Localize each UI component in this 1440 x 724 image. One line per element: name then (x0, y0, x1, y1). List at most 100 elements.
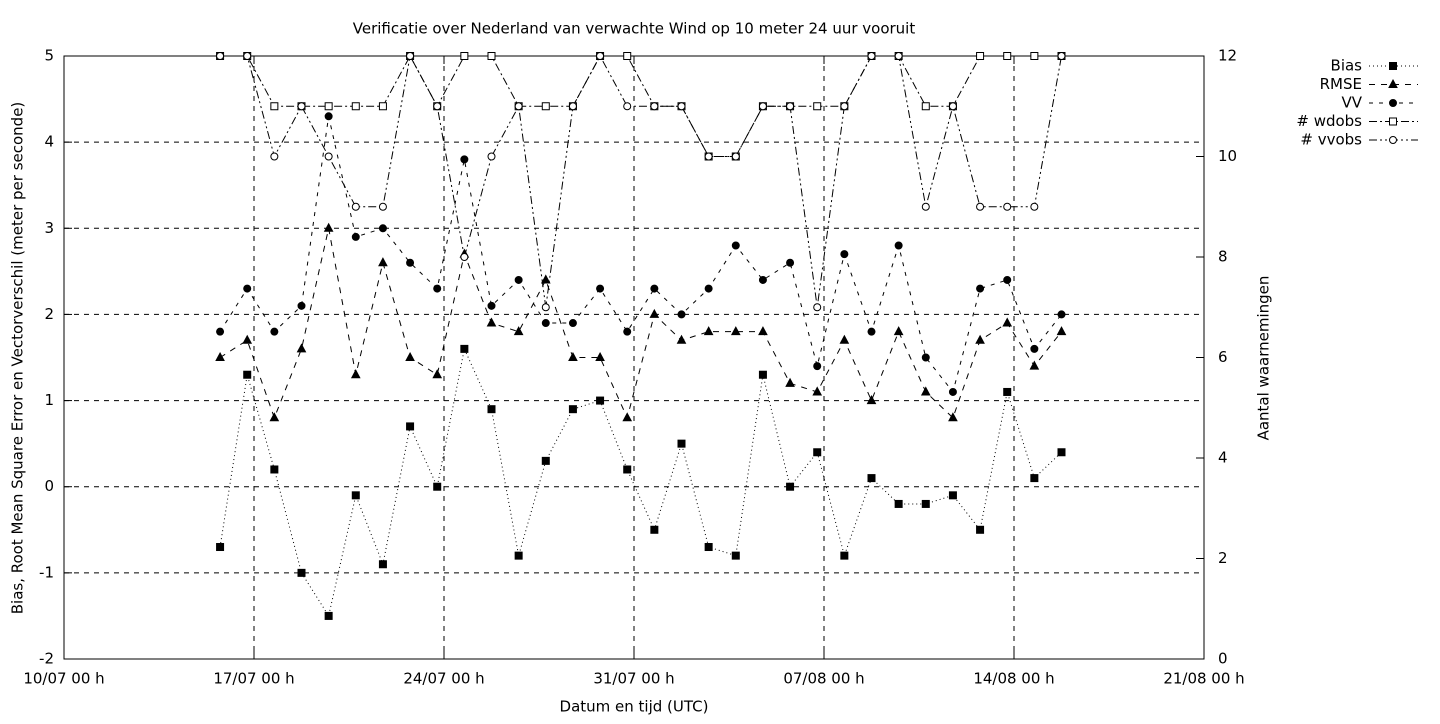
x-tick-label: 21/08 00 h (1163, 670, 1244, 688)
marker (1030, 344, 1039, 353)
legend-marker (1389, 136, 1397, 144)
marker (270, 152, 279, 161)
marker (677, 310, 686, 319)
marker (487, 405, 496, 414)
legend-marker (1389, 62, 1397, 70)
marker (1057, 52, 1066, 60)
y-tick-label: -1 (39, 563, 54, 581)
marker (920, 386, 931, 396)
marker (893, 326, 904, 336)
y-tick-label: -2 (39, 650, 54, 668)
marker (541, 303, 550, 312)
marker (378, 202, 387, 211)
marker (405, 351, 415, 361)
marker (976, 525, 985, 534)
marker (704, 284, 713, 293)
marker (976, 202, 985, 211)
marker (541, 102, 550, 111)
marker (378, 257, 388, 267)
marker (704, 543, 713, 552)
marker (297, 102, 306, 111)
marker (270, 327, 279, 336)
marker (351, 202, 360, 211)
marker (432, 369, 443, 379)
marker (323, 222, 334, 232)
y2-tick-label: 0 (1218, 650, 1228, 668)
marker (541, 319, 550, 328)
legend-marker (1388, 78, 1398, 88)
marker (1003, 275, 1012, 284)
marker (948, 491, 957, 500)
marker (894, 499, 903, 508)
marker (540, 274, 551, 284)
marker (813, 303, 822, 312)
legend-label: VV (1341, 94, 1362, 112)
marker (270, 102, 279, 111)
marker (812, 386, 823, 396)
y2-axis-label: Aantal waarnemingen (1255, 276, 1273, 441)
marker (460, 344, 469, 353)
marker (731, 241, 740, 250)
legend-label: Bias (1331, 57, 1363, 75)
marker (324, 112, 333, 121)
y2-tick-label: 8 (1218, 248, 1228, 266)
marker (867, 52, 876, 60)
marker (460, 155, 469, 164)
x-tick-label: 17/07 00 h (213, 670, 294, 688)
plot-border (63, 55, 1205, 660)
legend-marker (1389, 99, 1397, 107)
y-tick-label: 0 (44, 477, 54, 495)
marker (350, 369, 361, 379)
marker (1030, 474, 1039, 483)
marker (623, 52, 632, 60)
marker (758, 326, 768, 336)
marker (269, 412, 280, 422)
marker (324, 152, 333, 161)
marker (1056, 326, 1067, 336)
marker (840, 102, 849, 111)
y2-tick-label: 2 (1218, 549, 1228, 567)
marker (622, 412, 633, 422)
y-tick-label: 5 (44, 47, 54, 65)
marker (406, 258, 415, 267)
marker (704, 152, 713, 161)
marker (351, 232, 360, 241)
y2-tick-label: 10 (1218, 147, 1237, 165)
marker (433, 284, 442, 293)
marker (568, 102, 577, 111)
marker (1029, 360, 1040, 370)
marker (378, 102, 387, 111)
marker (243, 370, 252, 379)
marker (649, 308, 660, 318)
marker (976, 284, 985, 293)
marker (840, 250, 849, 259)
marker (867, 327, 876, 336)
marker (623, 327, 632, 336)
marker (1002, 317, 1013, 327)
series-line (220, 54, 1062, 157)
x-tick-label: 07/08 00 h (783, 670, 864, 688)
marker (378, 560, 387, 569)
marker (785, 377, 795, 387)
x-tick-label: 31/07 00 h (593, 670, 674, 688)
marker (975, 334, 985, 344)
marker (948, 412, 958, 422)
marker (568, 319, 577, 328)
marker (813, 102, 822, 111)
marker (487, 152, 496, 161)
marker (921, 202, 930, 211)
legend-label: RMSE (1320, 75, 1362, 93)
marker (1003, 202, 1012, 211)
legend-label: # vvobs (1300, 131, 1362, 149)
marker (623, 465, 632, 474)
marker (378, 224, 387, 233)
marker (650, 284, 659, 293)
marker (215, 351, 225, 361)
y-tick-label: 4 (44, 133, 54, 151)
x-tick-label: 24/07 00 h (403, 670, 484, 688)
marker (786, 482, 795, 491)
marker (677, 439, 686, 448)
marker (541, 456, 550, 465)
marker (568, 405, 577, 414)
